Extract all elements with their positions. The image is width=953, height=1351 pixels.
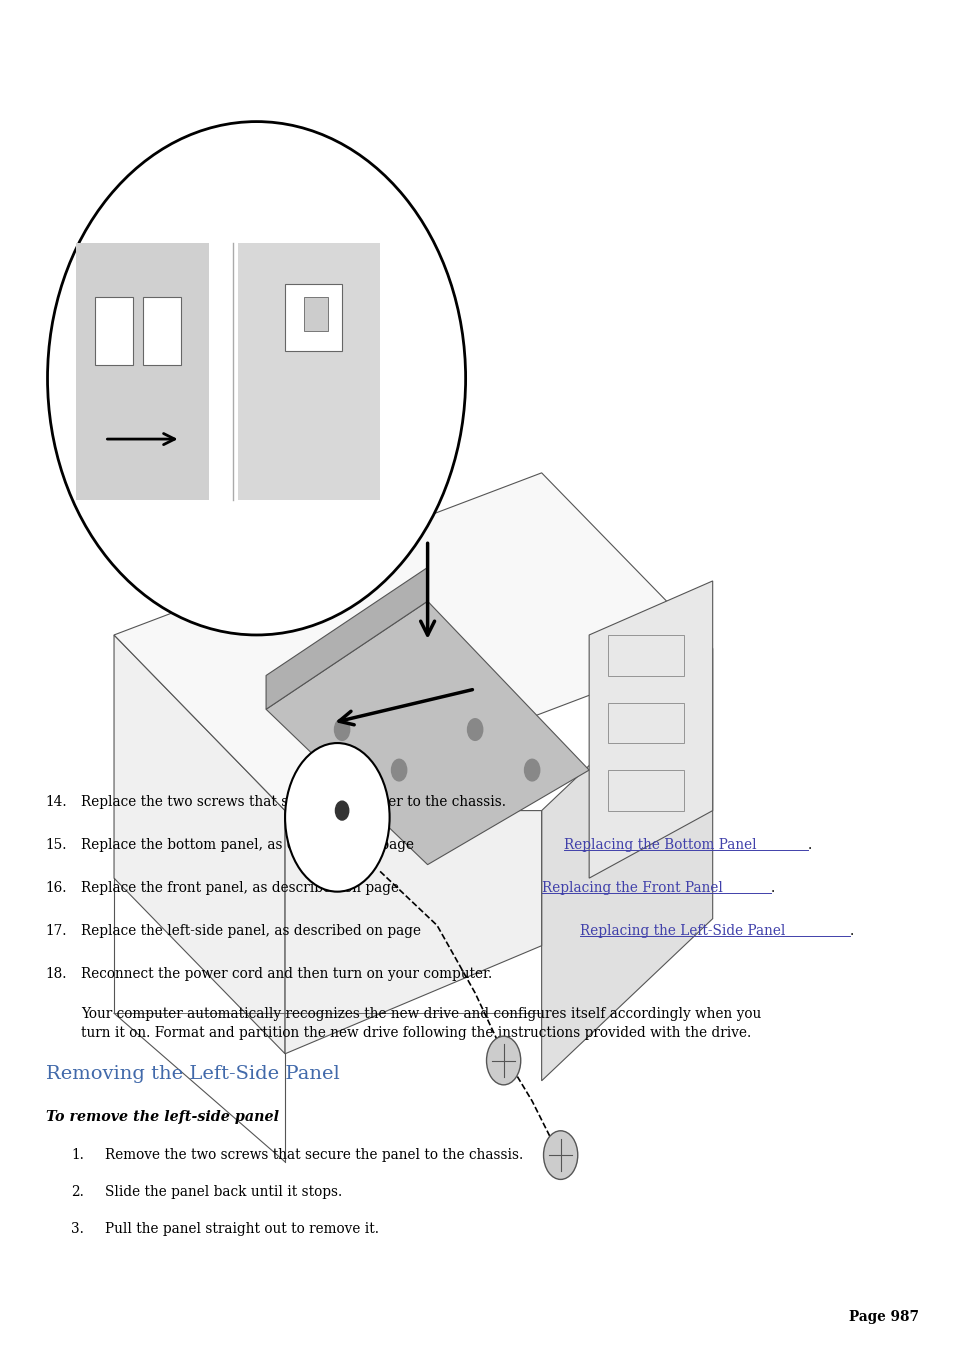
Text: .: . (770, 881, 774, 894)
Circle shape (335, 801, 349, 820)
Polygon shape (237, 243, 379, 500)
Circle shape (486, 1036, 520, 1085)
Text: 3.: 3. (71, 1223, 84, 1236)
Polygon shape (114, 473, 712, 811)
Text: Replacing the Bottom Panel: Replacing the Bottom Panel (564, 838, 757, 852)
Text: 18.: 18. (46, 967, 67, 981)
Circle shape (285, 743, 389, 892)
Text: Your computer automatically recognizes the new drive and configures itself accor: Your computer automatically recognizes t… (81, 1006, 760, 1040)
Text: Replace the two screws that secure the holder to the chassis.: Replace the two screws that secure the h… (81, 794, 505, 809)
Text: .: . (807, 838, 811, 852)
Bar (142, 297, 180, 365)
Text: Replace the left-side panel, as described on page: Replace the left-side panel, as describe… (81, 924, 425, 938)
Circle shape (543, 1131, 578, 1179)
Bar (285, 284, 342, 351)
Bar (607, 635, 683, 676)
Polygon shape (114, 635, 285, 1054)
Text: 1.: 1. (71, 1148, 84, 1162)
Circle shape (335, 719, 350, 740)
Polygon shape (76, 243, 209, 500)
Bar (607, 703, 683, 743)
Text: Remove the two screws that secure the panel to the chassis.: Remove the two screws that secure the pa… (105, 1148, 522, 1162)
Bar (95, 297, 132, 365)
Text: Page 987: Page 987 (848, 1310, 918, 1324)
Polygon shape (589, 581, 712, 878)
Polygon shape (266, 601, 589, 865)
Circle shape (467, 719, 482, 740)
Text: Replacing the Front Panel: Replacing the Front Panel (541, 881, 721, 894)
Text: 16.: 16. (46, 881, 67, 894)
Text: Replace the bottom panel, as described on page: Replace the bottom panel, as described o… (81, 838, 417, 852)
Text: To remove the left-side panel: To remove the left-side panel (46, 1111, 278, 1124)
Text: 15.: 15. (46, 838, 67, 852)
Bar (607, 770, 683, 811)
Bar (304, 297, 328, 331)
Polygon shape (266, 567, 427, 709)
Text: Replacing the Left-Side Panel: Replacing the Left-Side Panel (579, 924, 784, 938)
Circle shape (524, 759, 539, 781)
Circle shape (391, 759, 406, 781)
Text: Slide the panel back until it stops.: Slide the panel back until it stops. (105, 1185, 341, 1198)
Text: Pull the panel straight out to remove it.: Pull the panel straight out to remove it… (105, 1223, 378, 1236)
Text: Replace the front panel, as described on page: Replace the front panel, as described on… (81, 881, 403, 894)
Text: 14.: 14. (46, 794, 67, 809)
Text: Removing the Left-Side Panel: Removing the Left-Side Panel (46, 1065, 339, 1084)
Text: 2.: 2. (71, 1185, 84, 1198)
Text: .: . (848, 924, 853, 938)
Ellipse shape (48, 122, 465, 635)
Text: Reconnect the power cord and then turn on your computer.: Reconnect the power cord and then turn o… (81, 967, 492, 981)
Text: 17.: 17. (46, 924, 67, 938)
Polygon shape (541, 648, 712, 1081)
Polygon shape (285, 811, 541, 1054)
